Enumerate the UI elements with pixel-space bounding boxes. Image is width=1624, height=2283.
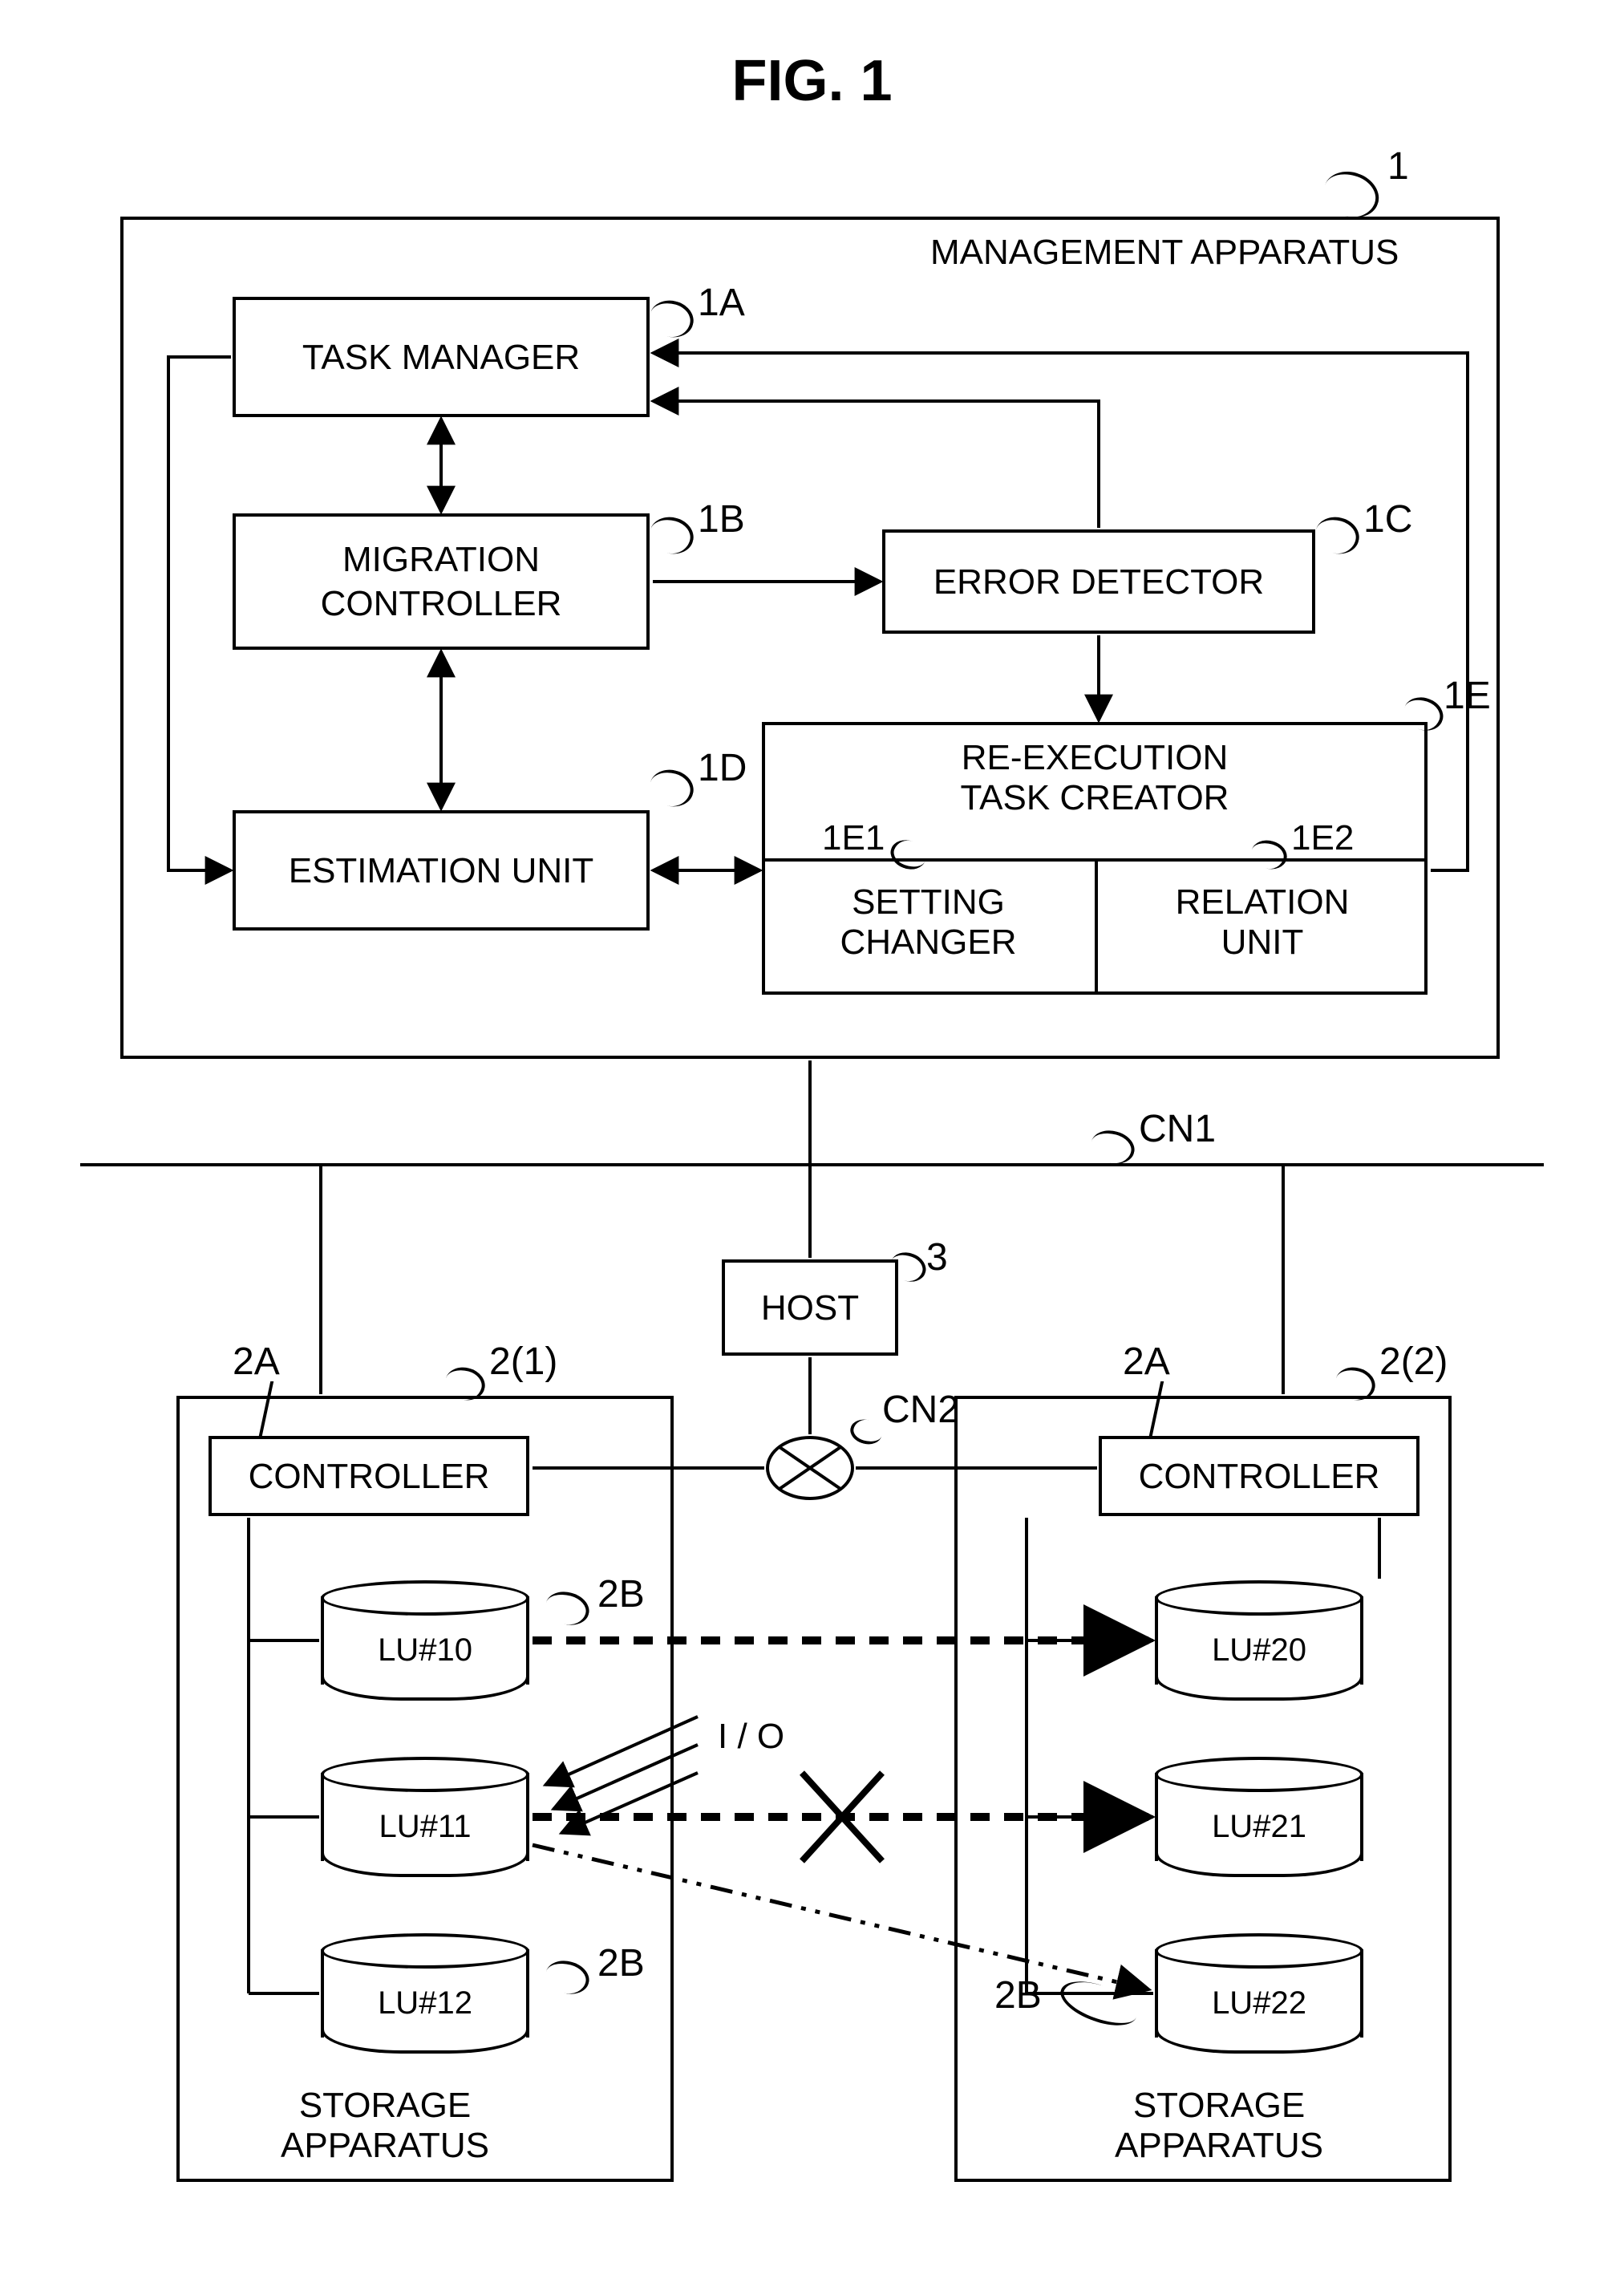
mgmt-tag-leader [1318,164,1386,225]
task-manager-tag: 1A [698,281,745,325]
reexec-tag: 1E [1444,674,1491,718]
error-detector-text: ERROR DETECTOR [933,560,1264,604]
migration-controller-tag: 1B [698,497,745,541]
lu-21-text: LU#21 [1155,1809,1363,1845]
estimation-unit-tag: 1D [698,746,747,790]
migration-controller-text: MIGRATION CONTROLLER [321,537,562,626]
lu-11: LU#11 [321,1757,529,1877]
lu-22-tag: 2B [994,1973,1042,2017]
controller-right-text: CONTROLLER [1139,1454,1380,1498]
error-detector-box: ERROR DETECTOR [882,529,1315,634]
mgmt-tag: 1 [1387,144,1409,189]
task-manager-box: TASK MANAGER [233,297,650,417]
relation-unit-text: RELATION UNIT [1097,882,1428,963]
cn2-label: CN2 [882,1388,959,1432]
cn1-line [80,1163,1544,1166]
storage-right-tag: 2(2) [1379,1340,1448,1384]
reexec-title: RE-EXECUTION TASK CREATOR [762,738,1428,818]
lu-21: LU#21 [1155,1757,1363,1877]
controller-left-text: CONTROLLER [249,1454,490,1498]
setting-changer-tag: 1E1 [822,818,885,858]
lu-12-tag: 2B [597,1941,645,1985]
relation-unit-tag: 1E2 [1291,818,1354,858]
page: FIG. 1 1 MANAGEMENT APPARATUS TASK MANAG… [0,0,1624,2283]
figure-title: FIG. 1 [0,48,1624,114]
lu-22: LU#22 [1155,1933,1363,2054]
error-detector-tag: 1C [1363,497,1412,541]
lu-20-text: LU#20 [1155,1632,1363,1669]
migration-controller-box: MIGRATION CONTROLLER [233,513,650,650]
lu-10-tag: 2B [597,1572,645,1616]
setting-changer-text: SETTING CHANGER [762,882,1095,963]
lu-20: LU#20 [1155,1580,1363,1701]
lu-10: LU#10 [321,1580,529,1701]
io-label: I / O [718,1717,784,1757]
storage-left-caption: STORAGE APPARATUS [265,2086,505,2166]
controller-left-box: CONTROLLER [209,1436,529,1516]
estimation-unit-text: ESTIMATION UNIT [289,849,594,893]
storage-right-caption: STORAGE APPARATUS [1099,2086,1339,2166]
storage-right-ctrl-tag: 2A [1123,1340,1170,1384]
task-manager-text: TASK MANAGER [302,335,580,379]
controller-right-box: CONTROLLER [1099,1436,1419,1516]
cn2-leader [848,1416,885,1447]
cn2-switch-icon [766,1436,854,1500]
lu-11-text: LU#11 [321,1809,529,1845]
storage-left-tag: 2(1) [489,1340,557,1384]
lu-22-text: LU#22 [1155,1985,1363,2021]
lu-10-text: LU#10 [321,1632,529,1669]
mgmt-caption: MANAGEMENT APPARATUS [930,233,1399,273]
host-tag: 3 [926,1235,948,1279]
lu-12: LU#12 [321,1933,529,2054]
cn1-leader [1087,1126,1138,1169]
cn1-label: CN1 [1139,1107,1216,1151]
estimation-unit-box: ESTIMATION UNIT [233,810,650,931]
host-box: HOST [722,1259,898,1356]
storage-left-ctrl-tag: 2A [233,1340,280,1384]
host-text: HOST [761,1286,859,1330]
lu-12-text: LU#12 [321,1985,529,2021]
